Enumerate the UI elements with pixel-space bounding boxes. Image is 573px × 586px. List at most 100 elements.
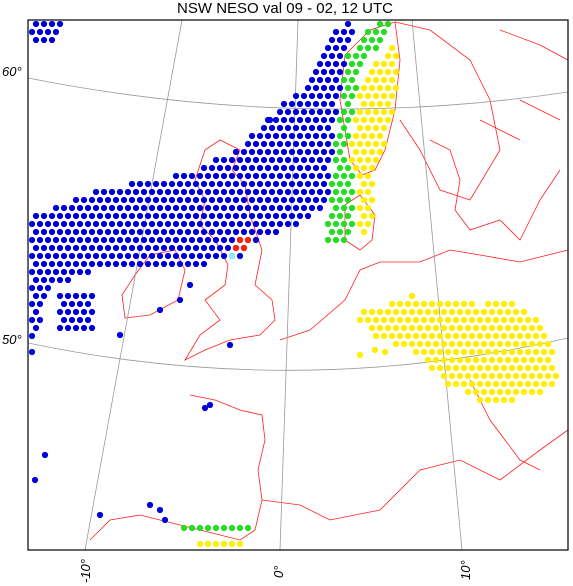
dot [268,204,276,212]
dot [104,228,112,236]
dot [548,380,556,388]
dot [108,252,116,260]
dot [280,180,288,188]
dot [176,296,184,304]
dot [108,188,116,196]
dot [288,100,296,108]
dot [268,140,276,148]
dot [368,324,376,332]
dot [212,524,220,532]
dot [544,372,552,380]
dot [128,228,136,236]
dot [168,260,176,268]
dot [336,148,344,156]
dot [528,324,536,332]
dot [380,60,388,68]
dot [244,220,252,228]
dot [212,220,220,228]
dot [156,188,164,196]
dot [144,244,152,252]
dot [512,356,520,364]
dot [340,44,348,52]
dot [460,300,468,308]
dot [344,180,352,188]
dot [368,116,376,124]
dot [504,388,512,396]
dot [232,148,240,156]
dot [172,204,180,212]
dot [472,372,480,380]
dot [316,60,324,68]
dot [300,140,308,148]
dot [228,188,236,196]
dot [472,324,480,332]
dot [228,220,236,228]
dot [264,228,272,236]
dot [104,244,112,252]
dot [144,212,152,220]
dot [348,92,356,100]
dot [316,76,324,84]
dot [468,332,476,340]
dot [186,281,194,289]
dot [412,316,420,324]
dot [64,228,72,236]
dot [80,244,88,252]
dot [404,316,412,324]
dot [516,316,524,324]
dot [160,244,168,252]
dot [464,388,472,396]
dot [344,52,352,60]
dot [328,84,336,92]
dot [164,204,172,212]
dot [420,300,428,308]
dot [212,204,220,212]
dot [212,156,220,164]
dot [472,388,480,396]
dot [328,148,336,156]
dot [348,188,356,196]
dot [288,132,296,140]
dot [140,236,148,244]
dot [180,252,188,260]
dot [248,212,256,220]
dot [168,228,176,236]
dot [72,308,80,316]
dot [280,196,288,204]
dot [188,204,196,212]
dot [252,140,260,148]
dot [428,316,436,324]
dot [172,220,180,228]
dot [80,324,88,332]
dot [208,180,216,188]
dot [408,292,416,300]
dot [206,401,214,409]
dot [548,364,556,372]
dot [156,252,164,260]
dot [324,156,332,164]
dot [400,308,408,316]
dot [368,196,376,204]
dot [468,300,476,308]
dot [192,244,200,252]
dot [388,44,396,52]
dot [232,212,240,220]
dot [208,164,216,172]
dot [380,108,388,116]
dot [196,236,204,244]
dot [364,204,372,212]
dot [352,164,360,172]
dot [96,212,104,220]
dot [48,20,56,28]
dot [528,356,536,364]
dot [260,156,268,164]
dot [84,220,92,228]
dot [504,372,512,380]
dot [204,172,212,180]
dot [308,124,316,132]
dot [424,356,432,364]
dot [284,156,292,164]
dot [388,300,396,308]
dot [80,308,88,316]
dot [336,196,344,204]
